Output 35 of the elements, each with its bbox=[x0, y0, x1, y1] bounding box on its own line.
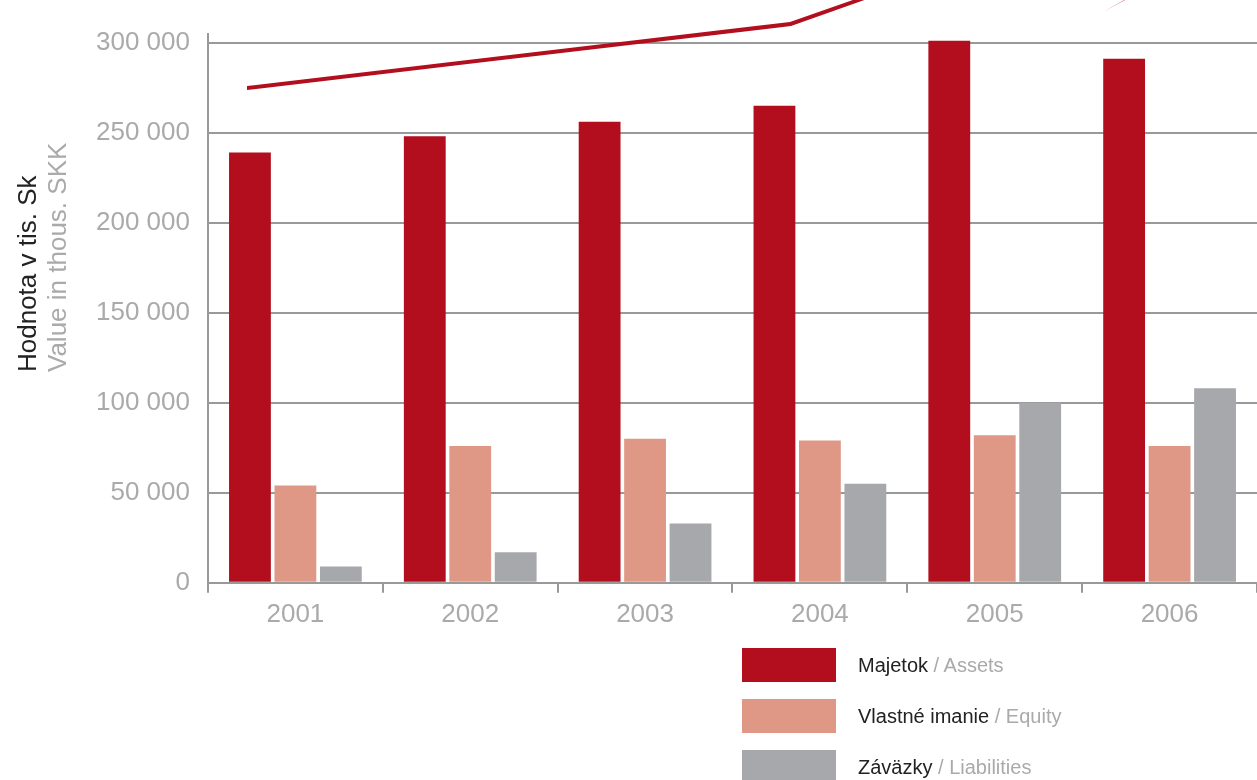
y-tick-label: 200 000 bbox=[96, 205, 190, 236]
bar bbox=[799, 440, 841, 582]
x-tick-label: 2006 bbox=[1140, 597, 1199, 628]
bar bbox=[1148, 445, 1191, 582]
y-tick-label: 50 000 bbox=[110, 475, 190, 506]
bar bbox=[844, 483, 887, 582]
bar bbox=[1103, 58, 1146, 582]
x-tick-label: 2005 bbox=[965, 597, 1024, 628]
bar bbox=[753, 105, 796, 582]
x-tick-label: 2003 bbox=[616, 597, 674, 628]
bar bbox=[1194, 388, 1236, 582]
y-tick-label: 0 bbox=[175, 565, 190, 596]
bar bbox=[973, 435, 1016, 582]
x-tick-label: 2002 bbox=[441, 597, 500, 628]
x-tick-label: 2001 bbox=[266, 597, 325, 628]
bar bbox=[494, 552, 537, 582]
bar bbox=[1019, 402, 1062, 582]
bar bbox=[578, 121, 621, 582]
bar bbox=[403, 136, 446, 582]
y-tick-label: 300 000 bbox=[96, 25, 190, 56]
y-tick-label: 100 000 bbox=[96, 385, 190, 416]
legend-label: Záväzky / Liabilities bbox=[858, 755, 1032, 779]
y-tick-label: 250 000 bbox=[96, 115, 190, 146]
bar bbox=[274, 485, 317, 582]
bar bbox=[319, 566, 362, 582]
y-axis-title: Hodnota v tis. Sk Value in thous. SKK bbox=[12, 142, 72, 372]
bar bbox=[624, 438, 666, 582]
bar bbox=[928, 40, 971, 582]
bar bbox=[229, 152, 271, 582]
x-tick-label: 2004 bbox=[790, 597, 849, 628]
bar bbox=[669, 523, 712, 582]
y-tick-label: 150 000 bbox=[96, 295, 190, 326]
legend-label: Vlastné imanie / Equity bbox=[858, 704, 1062, 728]
bar bbox=[449, 445, 492, 582]
legend-label: Majetok / Assets bbox=[858, 653, 1004, 677]
